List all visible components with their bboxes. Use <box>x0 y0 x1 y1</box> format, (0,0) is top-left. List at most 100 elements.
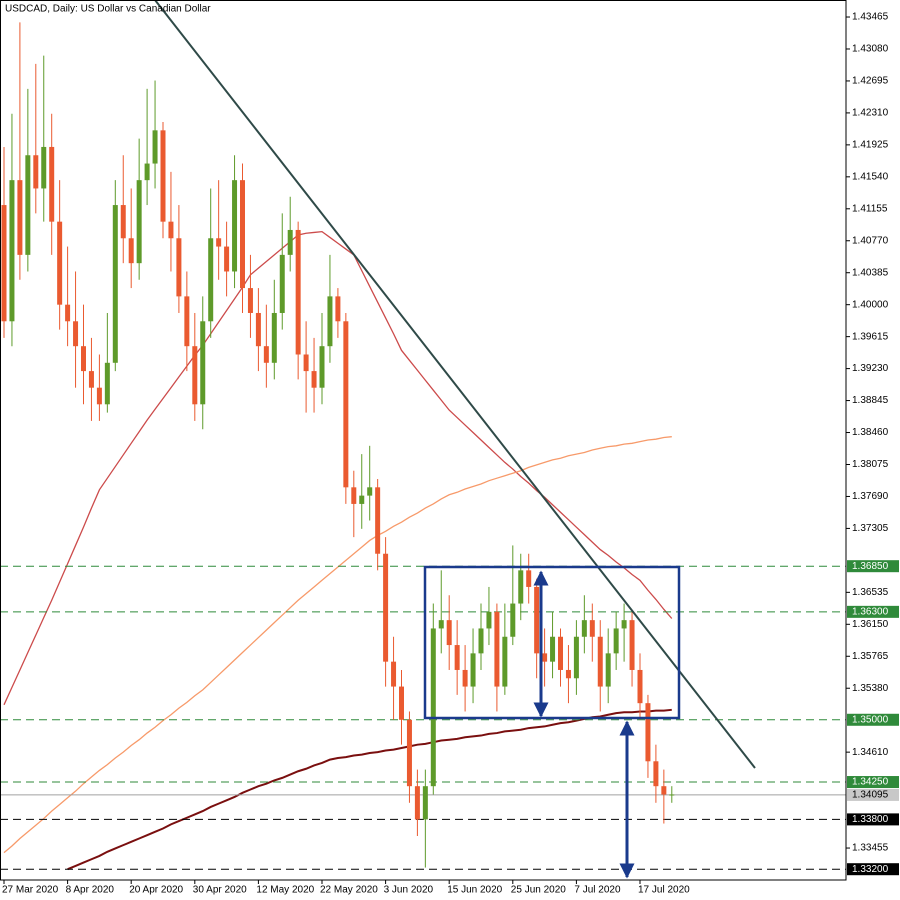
level-label: 1.34250 <box>852 777 889 788</box>
candle-body <box>327 296 333 347</box>
candle-body <box>112 205 118 363</box>
y-tick-label: 1.36535 <box>852 587 889 598</box>
candle-body <box>573 636 579 679</box>
x-tick-label: 27 Mar 2020 <box>2 885 59 896</box>
candle-body <box>613 628 619 654</box>
drawings <box>154 0 756 879</box>
level-label: 1.33800 <box>852 814 889 825</box>
y-tick-label: 1.39230 <box>852 363 889 374</box>
y-tick-label: 1.36150 <box>852 619 889 630</box>
candle-body <box>653 761 659 787</box>
candle-body <box>65 304 71 322</box>
x-tick-label: 25 Jun 2020 <box>511 885 566 896</box>
level-label-box <box>847 863 899 876</box>
trend-line <box>154 0 756 769</box>
level-label-box <box>847 776 899 789</box>
candle-body <box>263 346 269 363</box>
y-tick-label: 1.40000 <box>852 299 889 310</box>
last-price-label: 1.34095 <box>852 790 889 801</box>
candle-body <box>399 686 404 720</box>
y-tick-label: 1.35765 <box>852 651 889 662</box>
x-tick-label: 30 Apr 2020 <box>193 885 247 896</box>
candle-body <box>208 238 214 322</box>
candle-body <box>391 661 397 687</box>
plot-area <box>0 22 846 871</box>
candle-body <box>550 636 556 662</box>
candle-body <box>351 487 357 504</box>
candle-body <box>422 786 428 820</box>
x-tick-label: 20 Apr 2020 <box>129 885 183 896</box>
candle-body <box>383 553 389 662</box>
candle-body <box>128 238 134 264</box>
candle-body <box>17 180 23 255</box>
moving-average <box>3 436 672 854</box>
y-tick-label: 1.38075 <box>852 459 889 470</box>
x-tick-label: 3 Jun 2020 <box>384 885 434 896</box>
plot-frame <box>0 0 847 881</box>
candle-body <box>565 669 571 679</box>
candle-body <box>359 495 365 504</box>
x-tick-label: 17 Jul 2020 <box>638 885 690 896</box>
candle-body <box>311 371 317 388</box>
level-label-box <box>847 713 899 726</box>
x-tick-label: 7 Jul 2020 <box>574 885 621 896</box>
last-price-box <box>847 788 899 801</box>
candle-body <box>57 221 63 305</box>
candle-body <box>240 180 245 289</box>
candle-body <box>295 229 301 355</box>
candle-body <box>542 653 548 662</box>
candle-body <box>176 238 182 297</box>
y-tick-label: 1.40385 <box>852 267 889 278</box>
candle-body <box>558 636 563 670</box>
level-label-box <box>847 560 899 573</box>
chart-title: USDCAD, Daily: US Dollar vs Canadian Dol… <box>5 4 211 15</box>
y-tick-label: 1.38460 <box>852 427 889 438</box>
candle-body <box>470 653 476 687</box>
candle-body <box>9 180 15 322</box>
candle-body <box>367 487 373 496</box>
x-tick-label: 22 May 2020 <box>320 885 378 896</box>
candle-body <box>414 786 420 820</box>
y-tick-label: 1.37690 <box>852 491 889 502</box>
y-tick-label: 1.42695 <box>852 76 889 87</box>
candle-body <box>200 321 206 405</box>
candle-body <box>486 611 492 629</box>
candle-body <box>645 703 651 762</box>
candle-body <box>120 205 126 239</box>
candle-body <box>406 719 412 787</box>
candle-body <box>33 155 39 189</box>
candle-body <box>184 296 190 347</box>
level-label: 1.36850 <box>852 561 889 572</box>
x-tick-label: 15 Jun 2020 <box>447 885 502 896</box>
x-tick-label: 8 Apr 2020 <box>66 885 115 896</box>
candle-body <box>502 636 508 687</box>
candle-body <box>454 645 460 670</box>
moving-average <box>3 230 673 706</box>
y-tick-label: 1.41540 <box>852 171 889 182</box>
y-tick-label: 1.37305 <box>852 523 889 534</box>
candle-body <box>192 346 198 405</box>
level-label: 1.36300 <box>852 606 889 617</box>
candle-body <box>73 321 79 347</box>
level-label-box <box>847 813 899 826</box>
moving-average <box>67 708 672 871</box>
axes: 1.43465 1.43080 1.42695 1.42310 1.41925 1.415… <box>2 12 899 896</box>
candle-body <box>629 620 635 670</box>
candle-body <box>526 570 532 587</box>
candle-body <box>81 346 86 372</box>
candle-body <box>669 794 675 796</box>
candle-body <box>661 786 667 795</box>
candle-body <box>232 180 238 272</box>
candle-body <box>224 246 230 272</box>
candle-body <box>510 603 516 637</box>
candle-body <box>446 620 452 646</box>
candle-body <box>534 586 540 654</box>
y-tick-label: 1.34610 <box>852 747 889 758</box>
y-tick-label: 1.40770 <box>852 235 889 246</box>
y-tick-label: 1.43080 <box>852 44 889 55</box>
candle-body <box>319 346 325 388</box>
candle-body <box>41 146 47 189</box>
candle-body <box>335 296 341 322</box>
candle-body <box>462 669 468 687</box>
